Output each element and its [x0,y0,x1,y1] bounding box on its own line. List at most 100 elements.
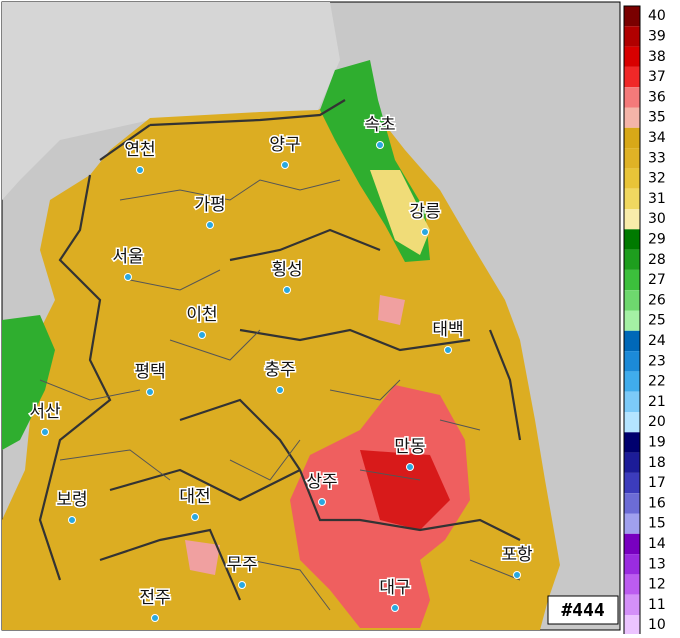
city-label: 전주 [139,588,170,608]
city-dot [406,463,414,471]
scale-swatch [624,127,640,149]
city-label: 대전 [179,487,210,507]
city-dot [276,386,284,394]
city-dot [124,273,132,281]
scale-swatch [624,66,640,88]
scale-label: 32 [648,171,666,187]
city-dot [41,428,49,436]
scale-swatch [624,148,640,169]
scale-swatch [624,87,640,108]
scale-swatch [624,229,640,250]
city-dot [444,346,452,354]
scale-label: 16 [648,495,666,511]
scale-swatch [624,310,640,331]
city-dot [376,141,384,149]
scale-swatch [624,330,640,352]
scale-label: 19 [648,434,666,450]
scale-swatch [624,269,640,291]
city-label: 대구 [379,578,410,598]
color-scale: 40 39 38 37 36 35 34 33 32 31 30 29 28 27 26 25 24 23 22 21… [623,5,666,636]
badge-box [547,595,619,625]
city-label: 양구 [269,135,300,155]
city-label: 충주 [264,360,295,380]
scale-swatch [624,412,640,433]
scale-label: 15 [648,516,666,532]
city-label: 보령 [56,490,87,510]
scale-label: 33 [648,150,666,166]
city-dot [391,604,399,612]
scale-swatch [624,513,640,534]
city-label: 만동 [394,437,425,457]
scale-swatch [624,107,640,128]
scale-swatch [624,615,640,636]
scale-label: 18 [648,455,666,471]
scale-swatch [624,249,640,270]
city-label: 포항 [501,545,533,565]
city-dot [146,388,154,396]
scale-swatch [624,46,640,67]
scale-swatch [624,533,640,555]
city-dot [68,516,76,524]
city-label: 태백 [432,320,463,340]
boundaries [38,99,522,601]
city-label: 평택 [134,362,165,382]
scale-swatch [624,472,640,494]
scale-label: 11 [648,597,666,613]
badge: #444 [561,600,605,621]
city-label: 서울 [112,247,143,267]
scale-swatch [624,209,640,230]
city-dot [281,161,289,169]
scale-label: 37 [648,69,666,85]
scale-label: 24 [648,333,666,349]
city-label: 무주 [226,555,257,575]
scale-label: 31 [648,191,666,207]
city-dot [206,221,214,229]
city-label: 횡성 [271,260,302,280]
city-dot [318,498,326,506]
city-dot [513,571,521,579]
scale-swatch [624,290,640,311]
city-dot [421,228,429,236]
scale-label: 36 [648,89,666,105]
scale-label: 20 [648,414,666,430]
city-label: 속초 [364,115,395,135]
scale-swatch [624,371,640,392]
city-dot [238,581,246,589]
city-label: 가평 [194,195,225,215]
light-area [370,170,430,255]
scale-label: 13 [648,556,666,572]
north-land [2,2,340,200]
scale-label: 12 [648,577,666,593]
city-label: 상주 [306,472,337,492]
scale-label: 30 [648,211,666,227]
scale-swatch [624,391,640,412]
city-label: 연천 [124,140,155,160]
scale-label: 35 [648,110,666,126]
scale-swatch [624,493,640,514]
city-dot [136,166,144,174]
city-dot [151,614,159,622]
scale-label: 39 [648,28,666,44]
scale-label: 29 [648,231,666,247]
scale-swatch [624,6,640,27]
scale-label: 14 [648,536,666,552]
scale-swatch [624,432,640,453]
city-label: 서산 [29,402,61,422]
scale-label: 17 [648,475,666,491]
scale-swatch [624,26,640,47]
scale-label: 25 [648,313,666,329]
scale-swatch [624,554,640,575]
scale-label: 40 [648,8,666,24]
scale-label: 27 [648,272,666,288]
city-dot [191,513,199,521]
city-dot [198,331,206,339]
scale-label: 23 [648,353,666,369]
hot-core [360,450,450,530]
warm-spot [185,295,405,575]
scale-label: 26 [648,292,666,308]
scale-swatch [624,188,640,209]
districts [39,179,521,611]
scale-swatch [624,168,640,189]
